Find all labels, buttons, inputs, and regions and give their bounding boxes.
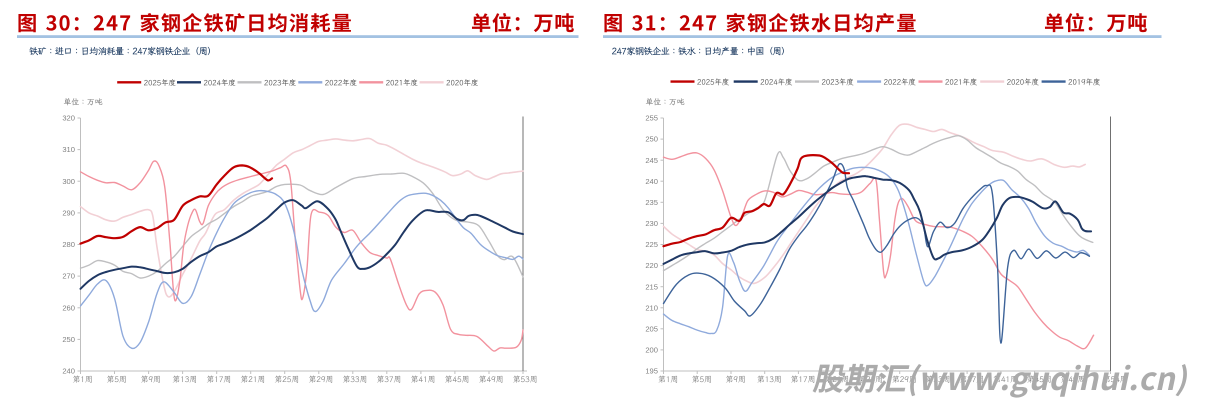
svg-text:195: 195 xyxy=(645,367,658,376)
svg-text:250: 250 xyxy=(62,335,75,344)
svg-text:255: 255 xyxy=(645,114,658,123)
svg-text:225: 225 xyxy=(645,240,658,249)
svg-text:240: 240 xyxy=(62,367,75,376)
svg-text:215: 215 xyxy=(645,282,658,291)
svg-text:235: 235 xyxy=(645,198,658,207)
svg-text:270: 270 xyxy=(62,272,75,281)
svg-text:205: 205 xyxy=(645,324,658,333)
svg-text:300: 300 xyxy=(62,177,75,186)
svg-text:230: 230 xyxy=(645,219,658,228)
svg-text:245: 245 xyxy=(645,156,658,165)
svg-text:240: 240 xyxy=(645,177,658,186)
svg-text:200: 200 xyxy=(645,346,658,355)
svg-text:280: 280 xyxy=(62,240,75,249)
svg-text:260: 260 xyxy=(62,303,75,312)
svg-text:290: 290 xyxy=(62,209,75,218)
svg-text:310: 310 xyxy=(62,145,75,154)
svg-text:320: 320 xyxy=(62,114,75,123)
svg-text:250: 250 xyxy=(645,135,658,144)
svg-text:220: 220 xyxy=(645,261,658,270)
svg-text:210: 210 xyxy=(645,303,658,312)
